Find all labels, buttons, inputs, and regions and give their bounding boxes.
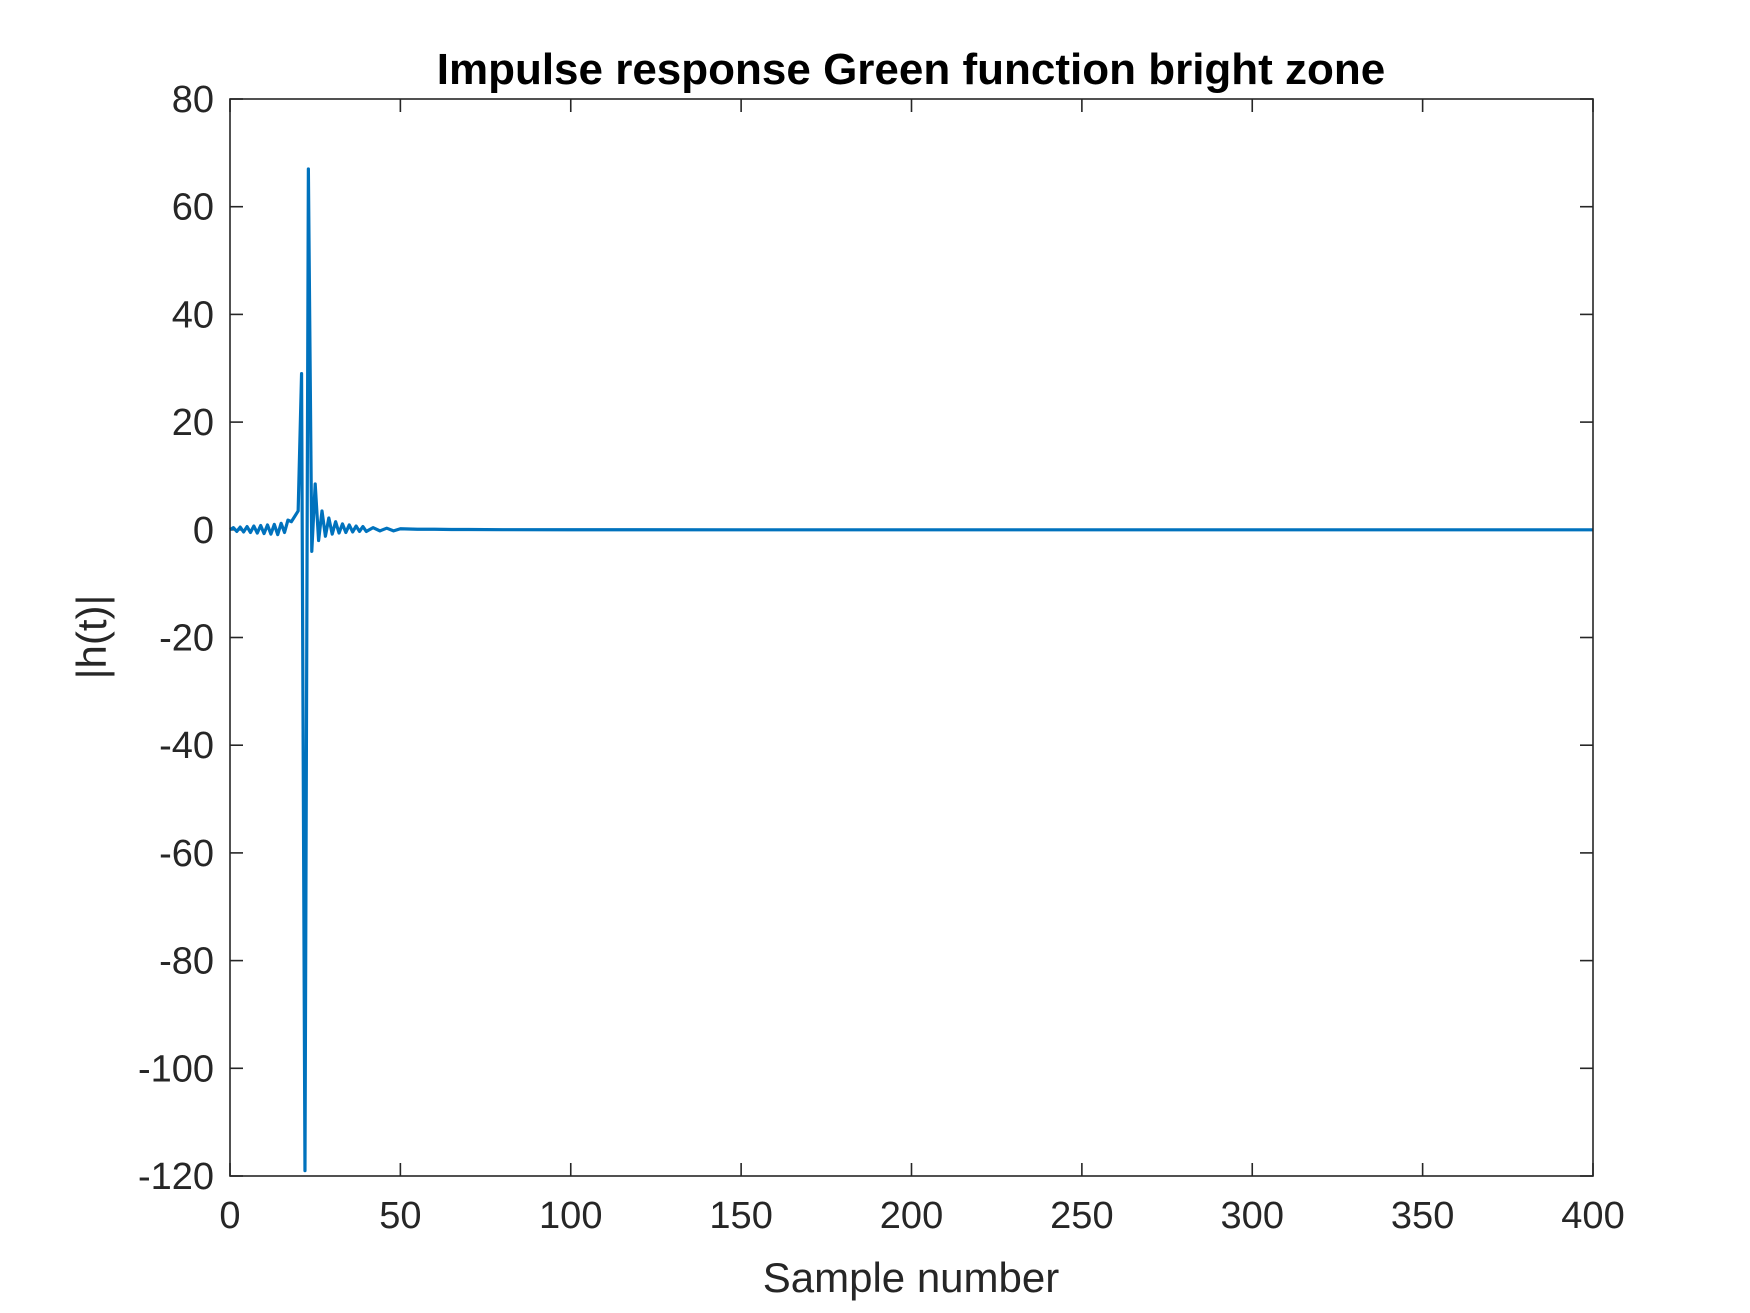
x-tick-label: 300 xyxy=(1221,1195,1284,1237)
x-tick-label: 0 xyxy=(219,1195,240,1237)
x-tick-label: 400 xyxy=(1561,1195,1624,1237)
y-tick-label: -40 xyxy=(159,725,214,767)
y-tick-label: 80 xyxy=(172,79,214,121)
y-tick-label: -80 xyxy=(159,941,214,983)
chart-title: Impulse response Green function bright z… xyxy=(437,45,1386,94)
x-tick-label: 50 xyxy=(379,1195,421,1237)
y-tick-label: 20 xyxy=(172,402,214,444)
y-tick-label: -120 xyxy=(138,1156,214,1198)
x-tick-label: 200 xyxy=(880,1195,943,1237)
x-tick-label: 150 xyxy=(709,1195,772,1237)
x-tick-label: 250 xyxy=(1050,1195,1113,1237)
plot-background xyxy=(230,99,1593,1176)
y-axis-label: |h(t)| xyxy=(68,595,115,680)
y-tick-label: -60 xyxy=(159,833,214,875)
plot-frame xyxy=(229,98,1594,1177)
y-tick-label: 0 xyxy=(193,510,214,552)
y-tick-label: 60 xyxy=(172,187,214,229)
y-tick-label: -20 xyxy=(159,618,214,660)
y-tick-label: -100 xyxy=(138,1048,214,1090)
series-group xyxy=(229,167,1593,1173)
series-line xyxy=(229,167,1593,1173)
x-tick-label: 100 xyxy=(539,1195,602,1237)
x-axis-label: Sample number xyxy=(763,1254,1059,1301)
x-tick-label: 350 xyxy=(1391,1195,1454,1237)
y-tick-label: 40 xyxy=(172,294,214,336)
axis-tick-labels: 0 50 100 150 200 250 300 350 400-120-100-80-60-4… xyxy=(138,79,1625,1237)
